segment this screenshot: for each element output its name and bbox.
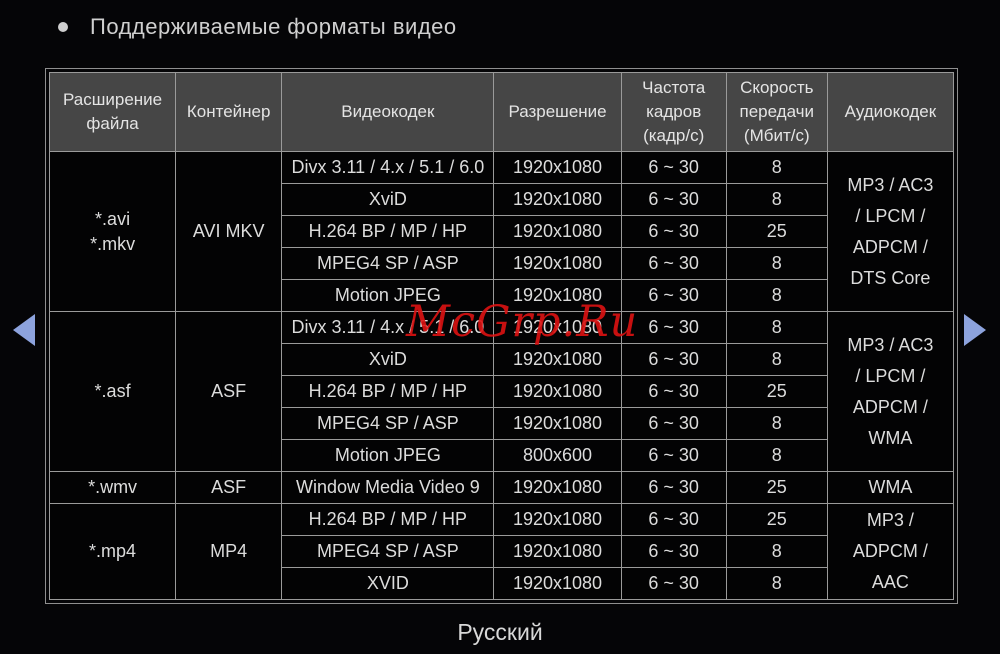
cell-resolution: 1920x1080 <box>493 375 622 408</box>
cell-resolution: 1920x1080 <box>493 567 622 600</box>
cell-framerate: 6 ~ 30 <box>620 343 727 376</box>
cell-codec: Motion JPEG <box>281 279 495 312</box>
cell-bitrate: 8 <box>725 311 828 344</box>
cell-resolution: 1920x1080 <box>493 407 622 440</box>
cell-audiocodec: MP3 / AC3 / LPCM / ADPCM / DTS Core <box>826 151 955 312</box>
cell-audiocodec: MP3 / ADPCM / AAC <box>826 503 955 600</box>
cell-framerate: 6 ~ 30 <box>620 503 727 536</box>
table-row: *.asf ASF Divx 3.11 / 4.x / 5.1 / 6.0 19… <box>48 311 955 472</box>
cell-bitrate: 25 <box>725 503 828 536</box>
cell-bitrate: 8 <box>725 567 828 600</box>
table-row: Motion JPEG 1920x1080 6 ~ 30 8 <box>50 279 954 312</box>
table-row: H.264 BP / MP / HP 1920x1080 6 ~ 30 25 <box>50 375 954 408</box>
cell-framerate: 6 ~ 30 <box>620 215 727 248</box>
cell-framerate: 6 ~ 30 <box>620 375 727 408</box>
footer-language-label: Русский <box>457 619 543 645</box>
bullet-icon <box>58 22 68 32</box>
cell-framerate: 6 ~ 30 <box>620 471 727 504</box>
cell-framerate: 6 ~ 30 <box>620 279 727 312</box>
cell-codec: XviD <box>281 343 495 376</box>
cell-codec: MPEG4 SP / ASP <box>281 407 495 440</box>
cell-codec: Motion JPEG <box>281 439 495 472</box>
cell-bitrate: 25 <box>725 471 828 504</box>
cell-framerate: 6 ~ 30 <box>620 535 727 568</box>
cell-resolution: 1920x1080 <box>493 311 622 344</box>
cell-bitrate: 8 <box>725 183 828 216</box>
table-row: XviD 1920x1080 6 ~ 30 8 <box>50 343 954 376</box>
table-row: MPEG4 SP / ASP 1920x1080 6 ~ 30 8 <box>50 407 954 440</box>
cell-bitrate: 8 <box>725 439 828 472</box>
cell-audiocodec: WMA <box>826 471 955 504</box>
col-header-audiocodec: Аудиокодек <box>826 72 955 152</box>
table-row: Motion JPEG 800x600 6 ~ 30 8 <box>50 439 954 472</box>
cell-resolution: 1920x1080 <box>493 215 622 248</box>
cell-bitrate: 8 <box>725 343 828 376</box>
cell-container: AVI MKV <box>175 151 283 312</box>
cell-container: ASF <box>175 311 283 472</box>
next-page-arrow-icon[interactable] <box>964 314 986 346</box>
cell-bitrate: 25 <box>725 215 828 248</box>
table-row: XviD 1920x1080 6 ~ 30 8 <box>50 183 954 216</box>
cell-container: MP4 <box>175 503 283 600</box>
cell-bitrate: 25 <box>725 375 828 408</box>
cell-codec: Divx 3.11 / 4.x / 5.1 / 6.0 <box>281 311 495 344</box>
col-header-framerate: Частота кадров (кадр/с) <box>620 72 727 152</box>
cell-resolution: 1920x1080 <box>493 535 622 568</box>
cell-bitrate: 8 <box>725 247 828 280</box>
table-row: XVID 1920x1080 6 ~ 30 8 <box>50 567 954 600</box>
cell-codec: H.264 BP / MP / HP <box>281 215 495 248</box>
cell-container: ASF <box>175 471 283 504</box>
cell-bitrate: 8 <box>725 279 828 312</box>
previous-page-arrow-icon[interactable] <box>13 314 35 346</box>
col-header-container: Контейнер <box>175 72 283 152</box>
cell-bitrate: 8 <box>725 407 828 440</box>
cell-codec: XVID <box>281 567 495 600</box>
cell-resolution: 1920x1080 <box>493 151 622 184</box>
table-row: *.wmv ASF Window Media Video 9 1920x1080… <box>48 471 955 504</box>
cell-resolution: 1920x1080 <box>493 183 622 216</box>
cell-framerate: 6 ~ 30 <box>620 183 727 216</box>
cell-resolution: 1920x1080 <box>493 503 622 536</box>
cell-extension: *.asf <box>48 311 177 472</box>
cell-audiocodec: MP3 / AC3 / LPCM / ADPCM / WMA <box>826 311 955 472</box>
cell-codec: Window Media Video 9 <box>281 471 495 504</box>
cell-framerate: 6 ~ 30 <box>620 407 727 440</box>
col-header-resolution: Разрешение <box>493 72 622 152</box>
cell-extension: *.mp4 <box>48 503 177 600</box>
col-header-extension: Расширение файла <box>48 72 177 152</box>
cell-bitrate: 8 <box>725 535 828 568</box>
cell-codec: Divx 3.11 / 4.x / 5.1 / 6.0 <box>281 151 495 184</box>
cell-resolution: 800x600 <box>493 439 622 472</box>
cell-framerate: 6 ~ 30 <box>620 311 727 344</box>
col-header-bitrate: Скорость передачи (Мбит/с) <box>725 72 828 152</box>
table-row: H.264 BP / MP / HP 1920x1080 6 ~ 30 25 <box>50 215 954 248</box>
cell-resolution: 1920x1080 <box>493 471 622 504</box>
cell-framerate: 6 ~ 30 <box>620 439 727 472</box>
cell-resolution: 1920x1080 <box>493 343 622 376</box>
cell-framerate: 6 ~ 30 <box>620 567 727 600</box>
cell-resolution: 1920x1080 <box>493 279 622 312</box>
cell-codec: XviD <box>281 183 495 216</box>
video-formats-table: Расширение файла Контейнер Видеокодек Ра… <box>48 72 955 600</box>
col-header-videocodec: Видеокодек <box>281 72 495 152</box>
cell-codec: H.264 BP / MP / HP <box>281 375 495 408</box>
table-row: *.mp4 MP4 H.264 BP / MP / HP 1920x1080 6… <box>48 503 955 600</box>
page-title-row: Поддерживаемые форматы видео <box>58 14 457 40</box>
cell-framerate: 6 ~ 30 <box>620 151 727 184</box>
table-row: *.avi *.mkv AVI MKV Divx 3.11 / 4.x / 5.… <box>48 151 955 312</box>
video-formats-table-wrapper: Расширение файла Контейнер Видеокодек Ра… <box>45 68 958 604</box>
table-header-row: Расширение файла Контейнер Видеокодек Ра… <box>48 72 955 152</box>
cell-resolution: 1920x1080 <box>493 247 622 280</box>
cell-framerate: 6 ~ 30 <box>620 247 727 280</box>
cell-codec: MPEG4 SP / ASP <box>281 535 495 568</box>
page-title: Поддерживаемые форматы видео <box>90 14 457 39</box>
cell-extension: *.wmv <box>48 471 177 504</box>
table-row: MPEG4 SP / ASP 1920x1080 6 ~ 30 8 <box>50 535 954 568</box>
cell-codec: H.264 BP / MP / HP <box>281 503 495 536</box>
cell-codec: MPEG4 SP / ASP <box>281 247 495 280</box>
cell-bitrate: 8 <box>725 151 828 184</box>
cell-extension: *.avi *.mkv <box>48 151 177 312</box>
